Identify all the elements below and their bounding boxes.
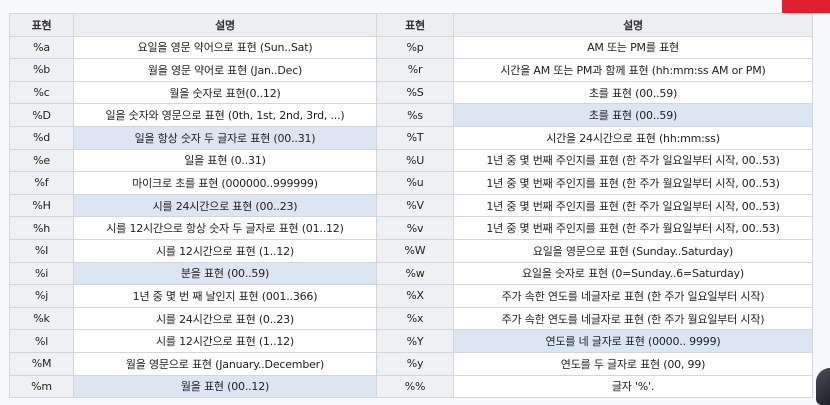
format-description: 1년 중 몇 번째 주인지를 표현 (한 주가 일요일부터 시작, 00..53… [453, 148, 813, 173]
format-description: 1년 중 몇 번 째 날인지 표현 (001..366) [73, 284, 377, 308]
format-description: 시간을 AM 또는 PM과 함께 표현 (hh:mm:ss AM or PM) [453, 58, 813, 82]
table-row: %i 분을 표현 (00..59) %w 요일을 숫자로 표현 (0=Sunday..… [9, 261, 813, 286]
format-code: %d [9, 125, 74, 150]
format-description: 요일을 영문으로 표현 (Sunday..Saturday) [453, 238, 813, 263]
format-description: 연도를 두 글자로 표현 (00, 99) [453, 351, 813, 376]
format-description: 분을 표현 (00..59) [73, 261, 377, 286]
format-description: 월을 영문 약어로 표현 (Jan..Dec) [73, 58, 377, 82]
format-code: %Y [376, 329, 454, 353]
format-code: %% [376, 374, 454, 399]
format-code: %k [9, 306, 74, 331]
format-description: 1년 중 몇 번째 주인지를 표현 (한 주가 일요일부터 시작, 00..53… [453, 193, 813, 218]
format-code: %p [376, 35, 454, 60]
format-code: %W [376, 238, 454, 263]
format-code: %T [376, 125, 454, 150]
format-description: 월을 표현 (00..12) [73, 374, 377, 399]
table-row: %a 요일을 영문 약어으로 표현 (Sun..Sat) %p AM 또는 PM를 표… [9, 35, 813, 60]
format-code: %a [9, 35, 74, 60]
format-code: %I [9, 238, 74, 263]
format-description: 시를 12시간으로 표현 (1..12) [73, 329, 377, 353]
format-code: %e [9, 148, 74, 173]
header-desc-2: 설명 [453, 13, 813, 37]
table-row: %b 월을 영문 약어로 표현 (Jan..Dec) %r 시간을 AM 또는 PM과… [9, 58, 813, 82]
format-description: 1년 중 몇 번째 주인지를 표현 (한 주가 월요일부터 시작, 00..53… [453, 216, 813, 240]
format-description: 마이크로 초를 표현 (000000..999999) [73, 171, 377, 195]
table-row: %e 일을 표현 (0..31) %U 1년 중 몇 번째 주인지를 표현 (한 주가… [9, 148, 813, 173]
format-description: 일을 항상 숫자 두 글자로 표현 (00..31) [73, 125, 377, 150]
format-description: 시간을 24시간으로 표현 (hh:mm:ss) [453, 125, 813, 150]
format-description: 주가 속한 연도를 네글자로 표현 (한 주가 일요일부터 시작) [453, 284, 813, 308]
format-code: %V [376, 193, 454, 218]
format-description: 주가 속한 연도를 네글자로 표현 (한 주가 월요일부터 시작) [453, 306, 813, 331]
format-description: 월을 숫자로 표현(0..12) [73, 80, 377, 105]
format-code: %x [376, 306, 454, 331]
header-desc-1: 설명 [73, 13, 377, 37]
format-description: 시를 24시간으로 표현 (00..23) [73, 193, 377, 218]
table-row: %M 월을 영문으로 표현 (January..December) %y 연도를 두 … [9, 351, 813, 376]
format-code: %l [9, 329, 74, 353]
format-description: 시를 12시간으로 표현 (1..12) [73, 238, 377, 263]
format-description: 일을 표현 (0..31) [73, 148, 377, 173]
format-description: 글자 '%'. [453, 374, 813, 399]
table-row: %m 월을 표현 (00..12)%% 글자 '%'. [9, 374, 813, 399]
format-code: %j [9, 284, 74, 308]
format-code: %M [9, 351, 74, 376]
format-code: %U [376, 148, 454, 173]
format-code: %i [9, 261, 74, 286]
format-description: 일을 숫자와 영문으로 표현 (0th, 1st, 2nd, 3rd, ...) [73, 103, 377, 127]
format-description: 연도를 네 글자로 표현 (0000.. 9999) [453, 329, 813, 353]
format-description: 시를 12시간으로 항상 숫자 두 글자로 표현 (01..12) [73, 216, 377, 240]
date-format-table: 표현 설명 표현 설명 %a 요일을 영문 약어으로 표현 (Sun..Sat)%… [9, 13, 813, 399]
corner-ornament [816, 368, 830, 405]
format-description: 월을 영문으로 표현 (January..December) [73, 351, 377, 376]
format-description: 초를 표현 (00..59) [453, 80, 813, 105]
format-code: %y [376, 351, 454, 376]
table-header-row: 표현 설명 표현 설명 [9, 13, 813, 37]
format-description: 요일을 숫자로 표현 (0=Sunday..6=Saturday) [453, 261, 813, 286]
table-row: %h 시를 12시간으로 항상 숫자 두 글자로 표현 (01..12) %v 1년 … [9, 216, 813, 240]
format-code: %h [9, 216, 74, 240]
format-description: AM 또는 PM를 표현 [453, 35, 813, 60]
table-row: %f 마이크로 초를 표현 (000000..999999) %u 1년 중 몇 번째… [9, 171, 813, 195]
format-code: %D [9, 103, 74, 127]
format-code: %X [376, 284, 454, 308]
format-description: 1년 중 몇 번째 주인지를 표현 (한 주가 월요일부터 시작, 00..53… [453, 171, 813, 195]
format-code: %H [9, 193, 74, 218]
format-code: %r [376, 58, 454, 82]
table-row: %l 시를 12시간으로 표현 (1..12) %Y 연도를 네 글자로 표현 (00… [9, 329, 813, 353]
table-row: %c 월을 숫자로 표현(0..12) %S 초를 표현 (00..59) [9, 80, 813, 105]
format-description: 요일을 영문 약어으로 표현 (Sun..Sat) [73, 35, 377, 60]
format-code: %s [376, 103, 454, 127]
table-row: %D 일을 숫자와 영문으로 표현 (0th, 1st, 2nd, 3rd, ..… [9, 103, 813, 127]
format-code: %c [9, 80, 74, 105]
table-row: %d 일을 항상 숫자 두 글자로 표현 (00..31) %T 시간을 24시간으로… [9, 125, 813, 150]
header-code-1: 표현 [9, 13, 74, 37]
format-code: %w [376, 261, 454, 286]
table-row: %I 시를 12시간으로 표현 (1..12) %W 요일을 영문으로 표현 (Sun… [9, 238, 813, 263]
format-description: 초를 표현 (00..59) [453, 103, 813, 127]
format-code: %b [9, 58, 74, 82]
format-code: %u [376, 171, 454, 195]
red-corner-decoration [782, 0, 830, 13]
format-code: %m [9, 374, 74, 399]
format-code: %f [9, 171, 74, 195]
table-row: %H 시를 24시간으로 표현 (00..23) %V 1년 중 몇 번째 주인지를 … [9, 193, 813, 218]
format-code: %S [376, 80, 454, 105]
format-code: %v [376, 216, 454, 240]
table-row: %k 시를 24시간으로 표현 (0..23) %x 주가 속한 연도를 네글자로 표… [9, 306, 813, 331]
format-description: 시를 24시간으로 표현 (0..23) [73, 306, 377, 331]
table-row: %j 1년 중 몇 번 째 날인지 표현 (001..366) %X 주가 속한 연도… [9, 284, 813, 308]
header-code-2: 표현 [376, 13, 454, 37]
